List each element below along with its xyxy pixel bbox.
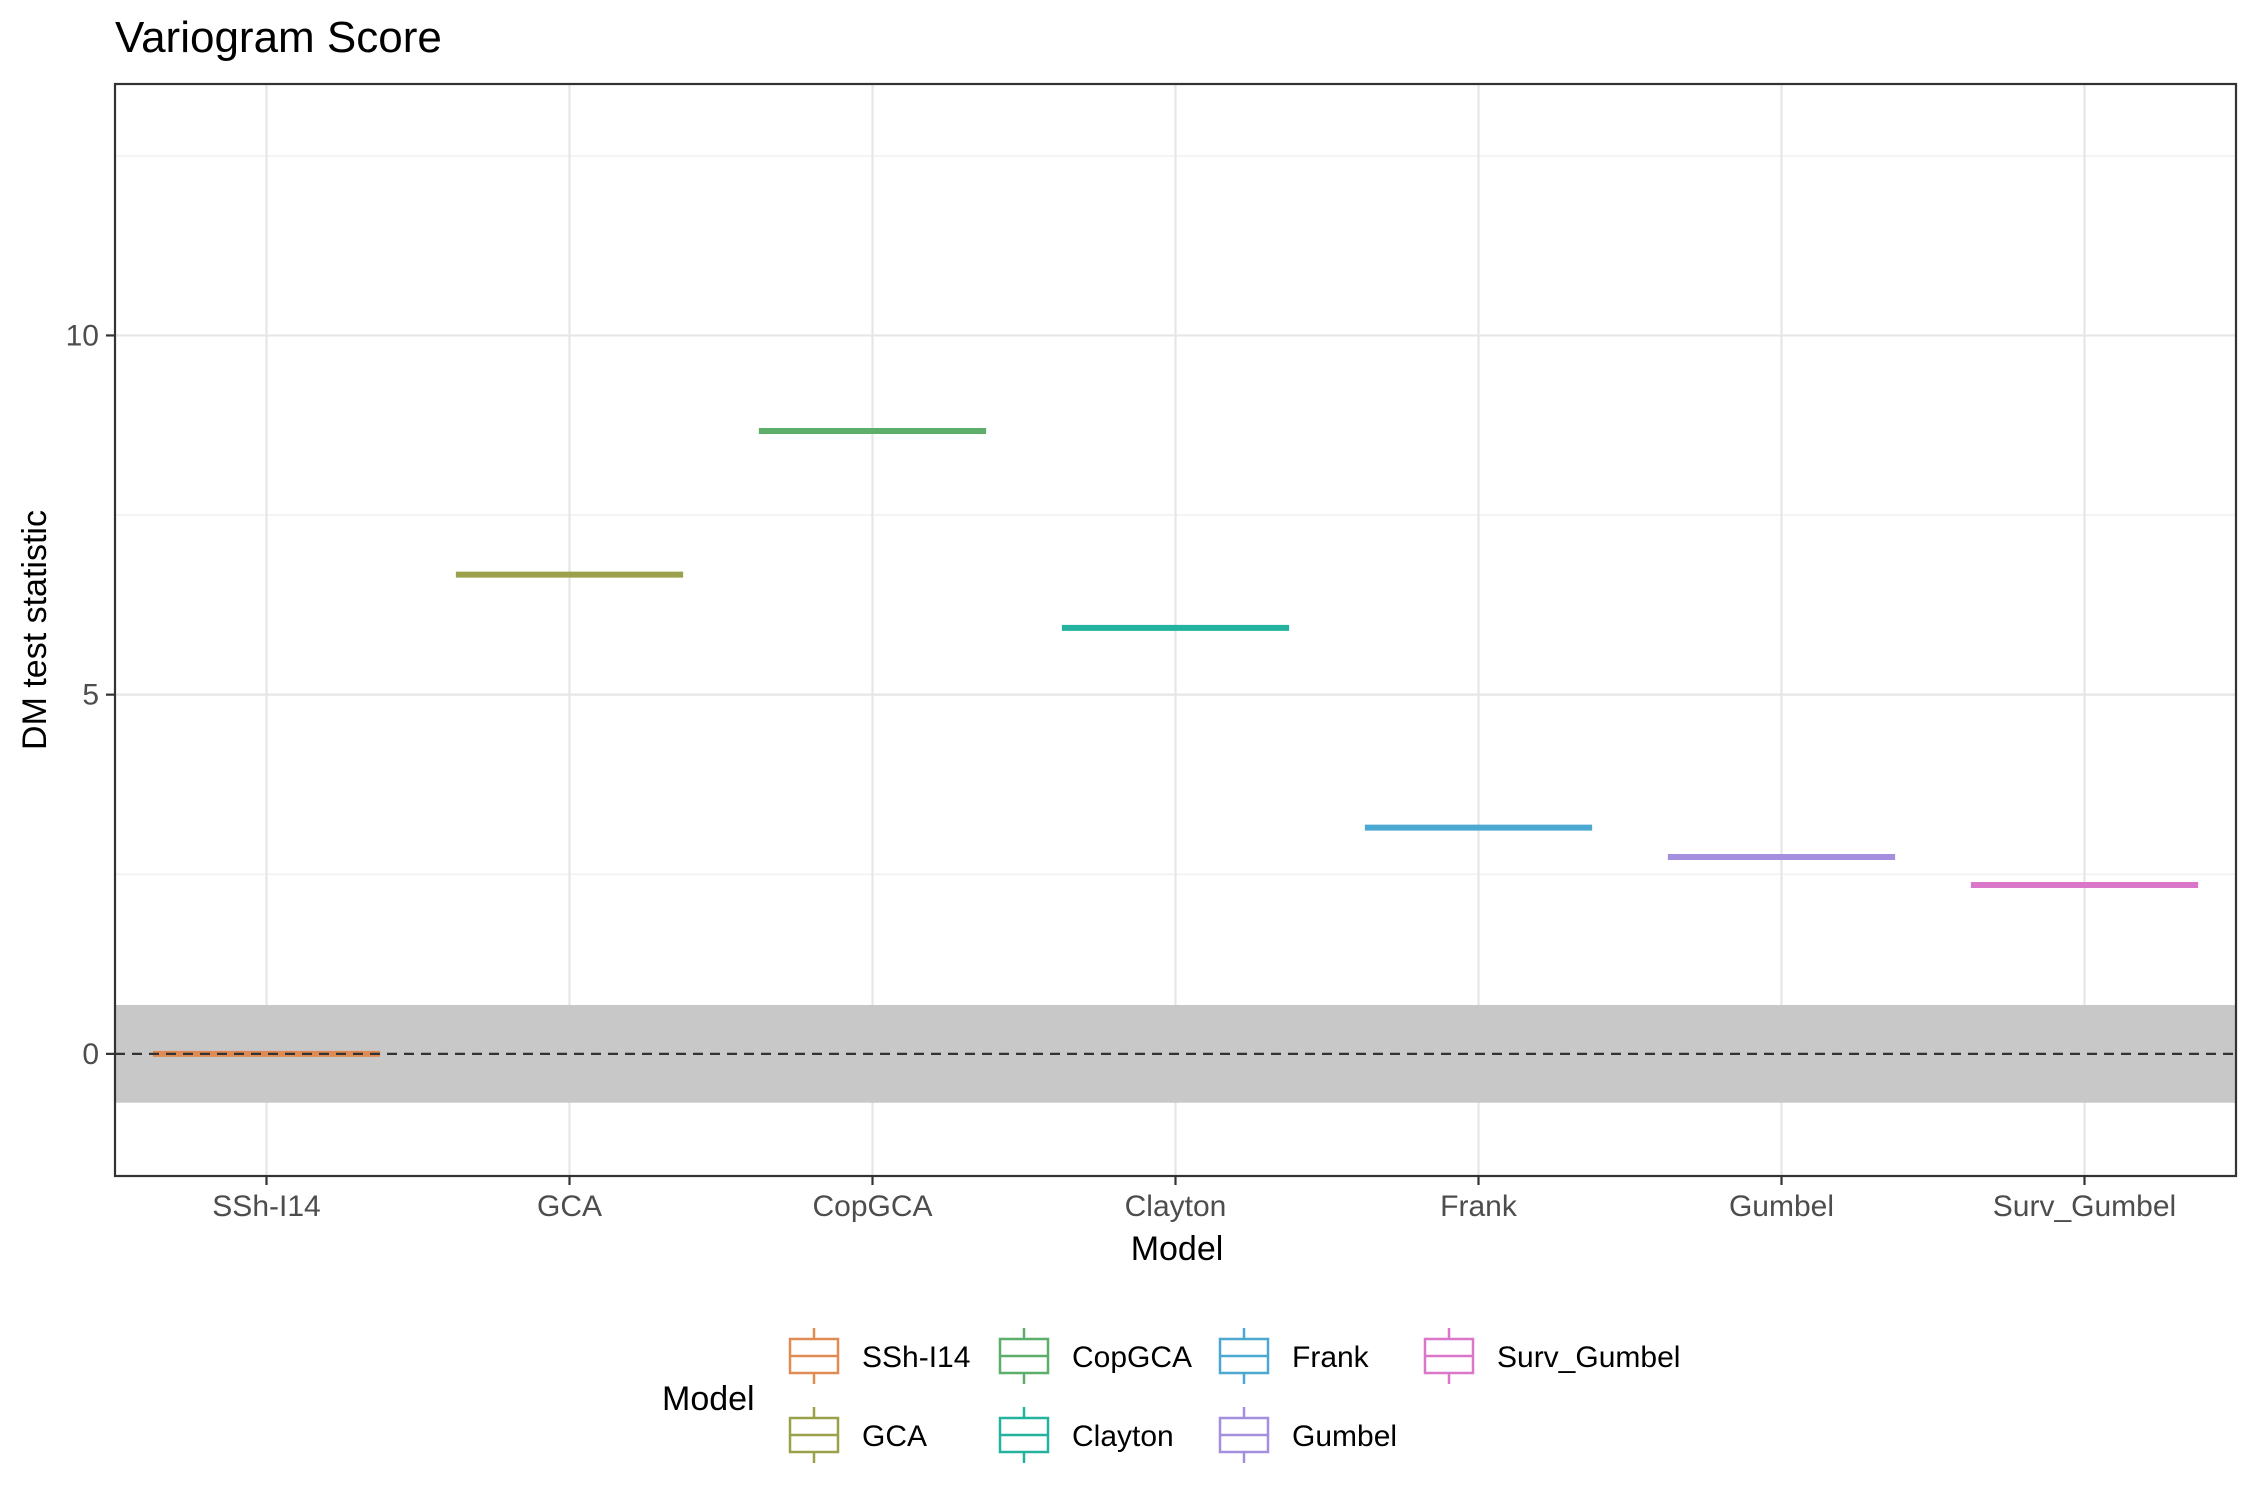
- legend-label: Gumbel: [1292, 1420, 1397, 1453]
- legend-item-GCA: GCA: [788, 1407, 927, 1463]
- legend-label: SSh-I14: [862, 1341, 970, 1374]
- plot-panel: 0 5 10 SSh-I14 GCA CopGCA Clayton Frank Gumbel Su…: [66, 82, 2238, 1223]
- legend-item-CopGCA: CopGCA: [998, 1328, 1192, 1384]
- legend-label: Clayton: [1072, 1420, 1174, 1453]
- y-tick-label: 0: [82, 1038, 99, 1071]
- legend-label: Surv_Gumbel: [1497, 1341, 1680, 1374]
- y-axis-title: DM test statistic: [16, 510, 54, 750]
- legend-title: Model: [662, 1380, 755, 1418]
- x-tick-label: Surv_Gumbel: [1993, 1190, 2176, 1223]
- y-tick-label: 10: [66, 319, 99, 352]
- legend-label: CopGCA: [1072, 1341, 1192, 1374]
- x-axis-title: Model: [1131, 1230, 1224, 1268]
- y-tick-label: 5: [82, 679, 99, 712]
- x-tick-label: Gumbel: [1729, 1190, 1834, 1223]
- x-tick-label: CopGCA: [812, 1190, 932, 1223]
- legend-label: GCA: [862, 1420, 927, 1453]
- legend: Model SSh-I14 GCA CopGCA Clayton Frank Gumbel…: [662, 1328, 1680, 1463]
- legend-item-Gumbel: Gumbel: [1218, 1407, 1397, 1463]
- x-tick-label: GCA: [537, 1190, 602, 1223]
- legend-item-SSh-I14: SSh-I14: [788, 1328, 970, 1384]
- x-tick-label: Clayton: [1125, 1190, 1227, 1223]
- legend-item-Frank: Frank: [1218, 1328, 1370, 1384]
- chart-title: Variogram Score: [115, 13, 442, 62]
- x-tick-label: SSh-I14: [212, 1190, 320, 1223]
- x-tick-label: Frank: [1440, 1190, 1518, 1223]
- legend-item-Surv_Gumbel: Surv_Gumbel: [1423, 1328, 1680, 1384]
- legend-item-Clayton: Clayton: [998, 1407, 1174, 1463]
- legend-label: Frank: [1292, 1341, 1370, 1374]
